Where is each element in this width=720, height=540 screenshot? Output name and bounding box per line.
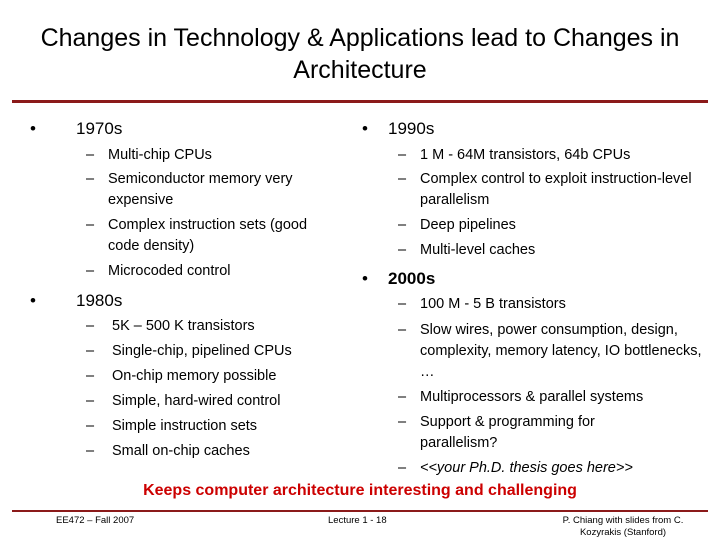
dash-marker: – <box>86 263 95 279</box>
list-item-text: Simple instruction sets <box>112 418 258 434</box>
dash-marker: – <box>398 460 407 476</box>
footer-divider <box>12 510 708 512</box>
bullet-marker: • <box>362 119 368 138</box>
dash-marker: – <box>86 318 95 334</box>
dash-marker: – <box>86 393 95 409</box>
footer-course: EE472 – Fall 2007 <box>56 515 135 526</box>
dash-marker: – <box>398 322 407 338</box>
list-item-text: Complex control to exploit instruction-l… <box>420 171 692 208</box>
dash-marker: – <box>398 147 407 163</box>
list-item-text: Deep pipelines <box>420 217 516 233</box>
bullet-heading-1990s: 1990s <box>388 119 435 138</box>
list-item-text: Multi-chip CPUs <box>108 147 212 163</box>
list-item-text: Single-chip, pipelined CPUs <box>112 343 292 359</box>
list-item-text: Microcoded control <box>108 263 231 279</box>
dash-marker: – <box>86 443 95 459</box>
list-item-text: 5K – 500 K transistors <box>112 318 255 334</box>
list-item-text: Complex instruction sets (good code dens… <box>108 217 308 254</box>
bullet-marker: • <box>30 119 36 138</box>
list-item-text: Support & programming for parallelism? <box>420 414 595 451</box>
dash-marker: – <box>398 414 407 430</box>
tagline: Keeps computer architecture interesting … <box>143 482 577 499</box>
bullet-heading-1970s: 1970s <box>76 119 123 138</box>
footer-credit: P. Chiang with slides from C. Kozyrakis … <box>562 515 684 538</box>
list-item-text: 100 M - 5 B transistors <box>420 296 566 312</box>
dash-marker: – <box>86 171 95 187</box>
dash-marker: – <box>398 217 407 233</box>
dash-marker: – <box>398 296 407 312</box>
title-divider <box>12 100 708 103</box>
dash-marker: – <box>398 389 407 405</box>
list-item-text: Simple, hard-wired control <box>112 393 281 409</box>
footer-lecture: Lecture 1 - 18 <box>328 515 387 526</box>
list-item-text: Semiconductor memory very expensive <box>108 171 293 208</box>
dash-marker: – <box>86 368 95 384</box>
dash-marker: – <box>86 418 95 434</box>
bullet-heading-1980s: 1980s <box>76 291 123 310</box>
bullet-marker: • <box>362 269 368 288</box>
slide-title: Changes in Technology & Applications lea… <box>40 24 680 84</box>
dash-marker: – <box>398 171 407 187</box>
list-item-text: On-chip memory possible <box>112 368 277 384</box>
dash-marker: – <box>86 217 95 233</box>
bullet-heading-2000s: 2000s <box>388 269 436 288</box>
list-item-text: <<your Ph.D. thesis goes here>> <box>420 460 633 476</box>
list-item-text: Multiprocessors & parallel systems <box>420 389 644 405</box>
dash-marker: – <box>86 343 95 359</box>
dash-marker: – <box>398 242 407 258</box>
list-item-text: Small on-chip caches <box>112 443 250 459</box>
list-item-text: 1 M - 64M transistors, 64b CPUs <box>420 147 631 163</box>
dash-marker: – <box>86 147 95 163</box>
bullet-marker: • <box>30 291 36 310</box>
list-item-text: Multi-level caches <box>420 242 536 258</box>
list-item-text: Slow wires, power consumption, design, c… <box>420 322 702 380</box>
